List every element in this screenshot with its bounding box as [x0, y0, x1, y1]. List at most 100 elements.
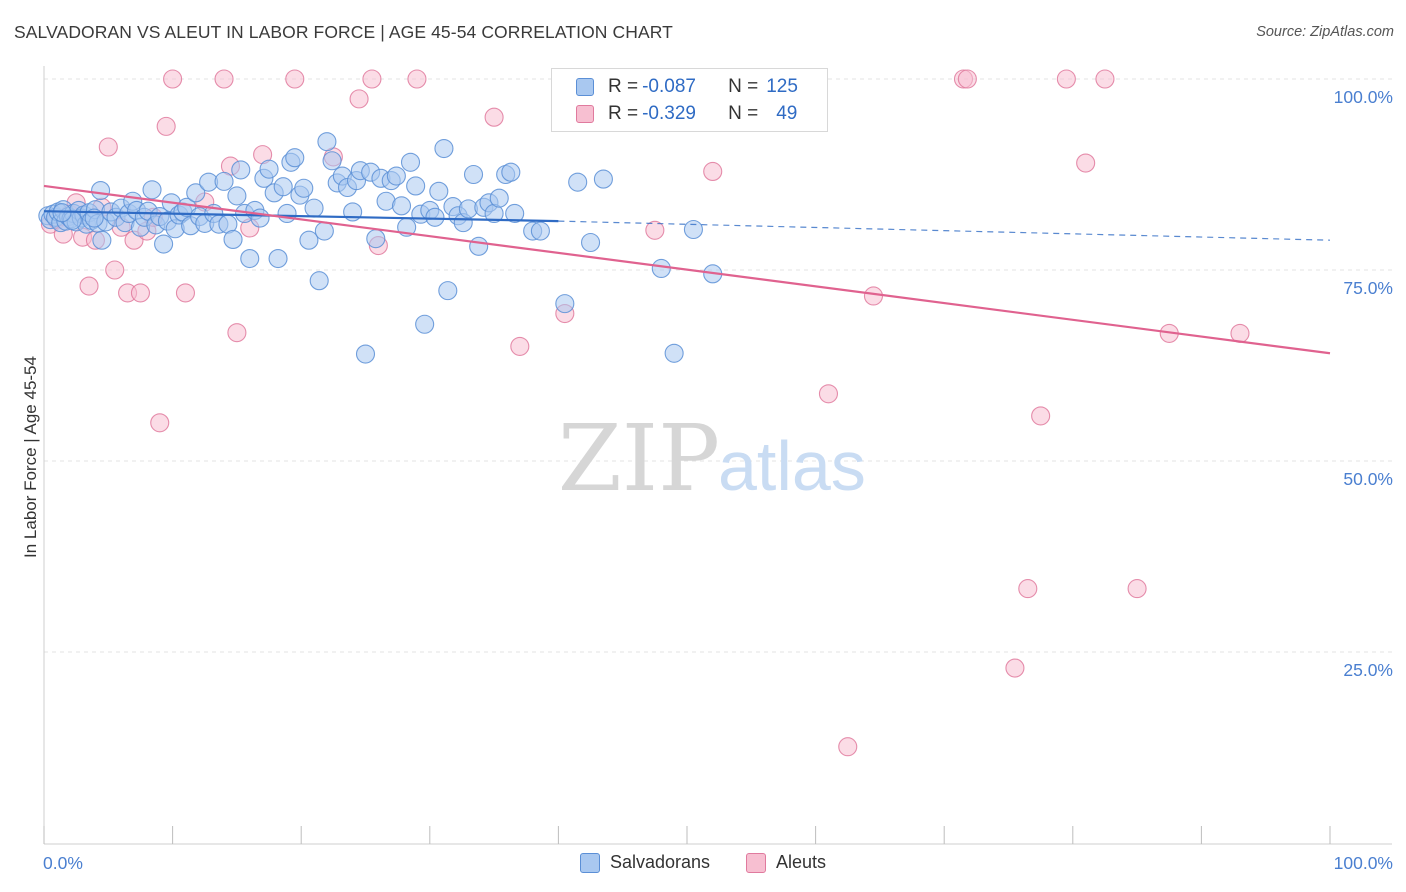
salvadoran-point — [309, 271, 329, 291]
salvadoran-point — [250, 208, 270, 228]
aleut-point — [863, 286, 884, 306]
aleut-point — [1018, 579, 1038, 599]
salvadoran-point — [304, 198, 324, 218]
salvadoran-point — [227, 186, 247, 206]
aleut-point — [645, 220, 665, 240]
salvadoran-point — [285, 148, 305, 168]
salvadoran-point — [84, 208, 104, 228]
salvadoran-point — [142, 180, 162, 200]
aleut-point — [1005, 658, 1025, 678]
aleut-point — [214, 69, 234, 89]
salvadoran-point — [231, 160, 251, 180]
salvadorans-trend-extension — [558, 220, 1331, 241]
salvadoran-point — [355, 344, 376, 364]
watermark-atlas: atlas — [718, 427, 866, 505]
salvadoran-point — [186, 183, 206, 203]
salvadoran-point — [664, 343, 684, 363]
salvadoran-point — [386, 166, 406, 186]
x-tick-label: 100.0% — [1334, 853, 1393, 873]
tick-labels: 25.0% 50.0% 75.0% 100.0% 0.0% 100.0% — [43, 87, 1393, 873]
axes — [43, 66, 1392, 845]
aleut-point — [156, 116, 176, 136]
salvadoran-point — [683, 219, 703, 240]
salvadoran-point — [391, 196, 412, 216]
salvadoran-point — [223, 229, 243, 249]
salvadoran-point — [400, 152, 421, 172]
aleut-point — [175, 283, 196, 303]
salvadoran-point — [438, 281, 458, 301]
salvadoran-point — [489, 188, 509, 208]
aleut-point — [130, 283, 150, 303]
legend-label-aleuts: Aleuts — [776, 852, 827, 872]
aleut-point — [79, 276, 99, 296]
salvadoran-point — [294, 178, 314, 198]
salvadoran-point — [322, 151, 342, 171]
y-axis-label: In Labor Force | Age 45-54 — [21, 356, 40, 558]
aleut-point — [163, 69, 183, 89]
stats-legend: R = -0.087 N = 125 R = -0.329 N = 49 — [551, 68, 828, 132]
aleut-point — [1095, 69, 1115, 89]
salvadoran-point — [651, 258, 671, 279]
aleut-point — [407, 69, 427, 89]
n-label: N = — [728, 103, 759, 124]
series-legend: Salvadorans Aleuts — [0, 852, 1406, 873]
legend-row-salvadorans: R = -0.087 N = 125 — [576, 73, 798, 101]
salvadoran-point — [415, 314, 435, 334]
aleut-point — [349, 89, 369, 109]
trend-lines — [43, 184, 1331, 355]
salvadoran-point — [555, 294, 575, 314]
watermark-zip: ZIP — [558, 405, 720, 512]
salvadoran-point — [593, 169, 613, 189]
salvadoran-point — [406, 176, 426, 196]
aleut-point — [98, 137, 118, 157]
legend-label-salvadorans: Salvadorans — [609, 852, 711, 872]
salvadoran-point — [92, 230, 112, 250]
salvadoran-point — [268, 248, 288, 269]
aleut-point — [510, 336, 530, 356]
salvadoran-point — [429, 181, 449, 201]
legend-item-aleuts: Aleuts — [746, 852, 826, 873]
aleut-point — [285, 69, 305, 89]
r-value: -0.087 — [642, 76, 696, 97]
y-tick-label: 75.0% — [1343, 278, 1393, 298]
salvadoran-point — [568, 172, 588, 192]
aleut-point — [1031, 406, 1051, 426]
salvadoran-point — [501, 162, 521, 182]
aleut-point — [1127, 579, 1147, 599]
salvadoran-point — [434, 138, 454, 159]
aleut-point — [362, 69, 382, 89]
salvadoran-point — [91, 180, 111, 201]
aleut-point — [1056, 69, 1076, 89]
y-tick-label: 25.0% — [1343, 660, 1393, 680]
source-label: Source: ZipAtlas.com — [1256, 24, 1394, 40]
salvadoran-point — [505, 203, 525, 224]
salvadoran-point — [259, 159, 279, 179]
salvadoran-point — [214, 171, 234, 191]
salvadoran-point — [277, 203, 297, 224]
salvadoran-point — [580, 232, 601, 253]
aleut-point — [105, 260, 125, 280]
aleut-point — [957, 69, 977, 89]
salvadoran-point — [425, 207, 445, 227]
salvadoran-point — [273, 177, 293, 197]
y-tick-label: 50.0% — [1343, 469, 1393, 489]
legend-row-aleuts: R = -0.329 N = 49 — [576, 100, 797, 128]
salvadoran-point — [240, 248, 260, 269]
salvadoran-point — [463, 164, 484, 185]
salvadoran-point — [530, 221, 550, 241]
aleut-point — [484, 107, 504, 127]
aleut-point — [1076, 153, 1096, 173]
aleut-point — [150, 413, 170, 433]
n-value: 125 — [766, 76, 798, 97]
salvadorans-swatch — [579, 852, 600, 873]
aleuts-trend-line — [43, 184, 1331, 355]
salvadorans-trend-line — [43, 210, 559, 223]
salvadorans-swatch — [576, 78, 594, 96]
salvadoran-point — [317, 132, 337, 152]
r-value: -0.329 — [642, 103, 696, 124]
aleut-point — [818, 384, 839, 404]
aleut-point — [838, 737, 858, 757]
aleut-point — [703, 161, 723, 181]
aleuts-swatch — [746, 852, 767, 873]
salvadoran-point — [314, 221, 334, 241]
